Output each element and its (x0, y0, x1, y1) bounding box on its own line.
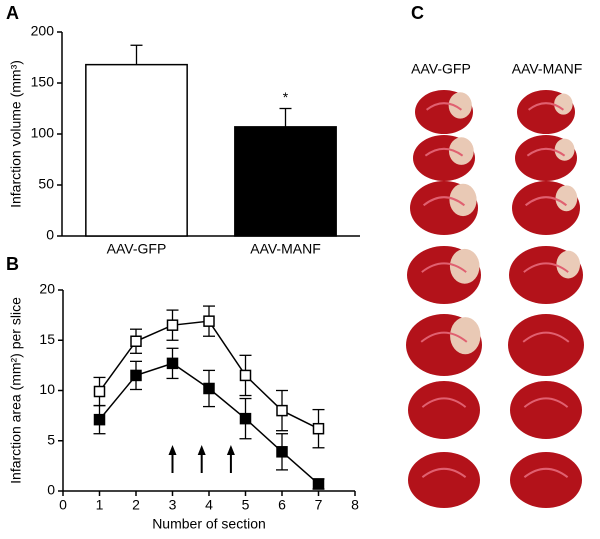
x-tick-label: 3 (169, 497, 177, 513)
brain-slices (406, 90, 584, 508)
arrow-head (197, 445, 206, 455)
infarct (448, 137, 474, 165)
infarct (449, 183, 477, 217)
x-tick-label: 1 (96, 497, 104, 513)
annotation: * (283, 89, 289, 105)
infarct (554, 138, 575, 161)
marker (130, 335, 142, 348)
ventricle (424, 147, 464, 157)
ventricle (523, 397, 569, 408)
infarct (556, 250, 581, 279)
ventricle (526, 147, 566, 157)
y-tick-label: 200 (31, 23, 55, 39)
column-label: AAV-MANF (512, 61, 583, 77)
x-tick-label: 0 (59, 497, 67, 513)
marker (203, 315, 215, 327)
x-tick-label: 5 (242, 497, 250, 513)
y-tick-label: 100 (31, 125, 55, 141)
infarct (450, 317, 481, 355)
infarct (449, 248, 480, 284)
y-axis-label: Infarction volume (mm³) (8, 60, 24, 208)
marker (93, 385, 106, 398)
x-tick-label: AAV-MANF (250, 241, 321, 257)
panel-label: B (6, 254, 19, 274)
marker (312, 478, 325, 490)
x-tick-label: 7 (315, 497, 323, 513)
ventricle (523, 467, 569, 478)
y-axis-label: Infarction area (mm²) per slice (8, 297, 24, 484)
panel-label: A (6, 3, 19, 23)
y-tick-label: 5 (47, 431, 55, 447)
brain-slice (408, 381, 480, 439)
y-tick-label: 0 (46, 227, 54, 243)
column-label: AAV-GFP (411, 61, 471, 77)
marker (312, 422, 325, 435)
ventricle (524, 196, 568, 207)
y-tick-label: 15 (39, 331, 55, 347)
ventricle (425, 102, 463, 111)
ventricle (527, 102, 565, 111)
ventricle (421, 467, 467, 478)
x-tick-label: AAV-GFP (107, 241, 167, 257)
ventricle (421, 397, 467, 408)
infarct (448, 92, 472, 119)
marker (276, 446, 288, 458)
arrow (197, 445, 206, 473)
marker (93, 413, 106, 426)
ventricle (522, 331, 570, 343)
bar (234, 126, 337, 237)
marker (276, 404, 288, 417)
y-tick-label: 50 (38, 176, 54, 192)
x-tick-label: 8 (351, 497, 359, 513)
ventricle (422, 196, 466, 207)
ventricle (523, 262, 569, 273)
x-tick-label: 4 (205, 497, 213, 513)
ventricle (420, 331, 468, 343)
marker (239, 369, 252, 382)
arrow (168, 445, 177, 473)
y-tick-label: 0 (47, 482, 55, 498)
brain-slice (508, 314, 584, 376)
x-tick-label: 2 (132, 497, 140, 513)
marker (203, 382, 215, 395)
y-tick-label: 150 (31, 74, 55, 90)
marker (130, 369, 142, 382)
brain-slice (510, 452, 582, 508)
marker (166, 319, 179, 331)
marker (239, 412, 252, 425)
arrow-head (168, 445, 177, 455)
marker (166, 357, 179, 370)
panel-label: C (411, 3, 424, 23)
infarct (555, 185, 578, 212)
infarct (554, 93, 573, 115)
brain-slice (408, 452, 480, 508)
bar (85, 63, 188, 237)
arrow-head (226, 445, 235, 455)
y-tick-label: 10 (39, 381, 55, 397)
y-tick-label: 20 (39, 281, 55, 297)
x-tick-label: 6 (278, 497, 286, 513)
brain-slice (510, 381, 582, 439)
arrow (226, 445, 235, 473)
ventricle (421, 262, 467, 273)
x-axis-label: Number of section (152, 516, 266, 532)
